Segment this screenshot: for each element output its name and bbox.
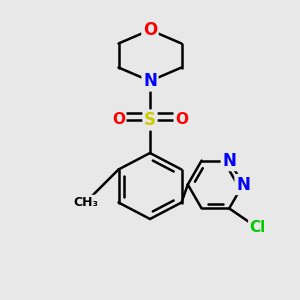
Text: N: N [236, 176, 250, 194]
Text: O: O [175, 112, 188, 128]
Text: N: N [222, 152, 236, 169]
Text: O: O [143, 21, 157, 39]
Text: O: O [112, 112, 125, 128]
Text: N: N [143, 72, 157, 90]
Text: Cl: Cl [250, 220, 266, 236]
Text: CH₃: CH₃ [73, 196, 98, 209]
Text: S: S [144, 111, 156, 129]
